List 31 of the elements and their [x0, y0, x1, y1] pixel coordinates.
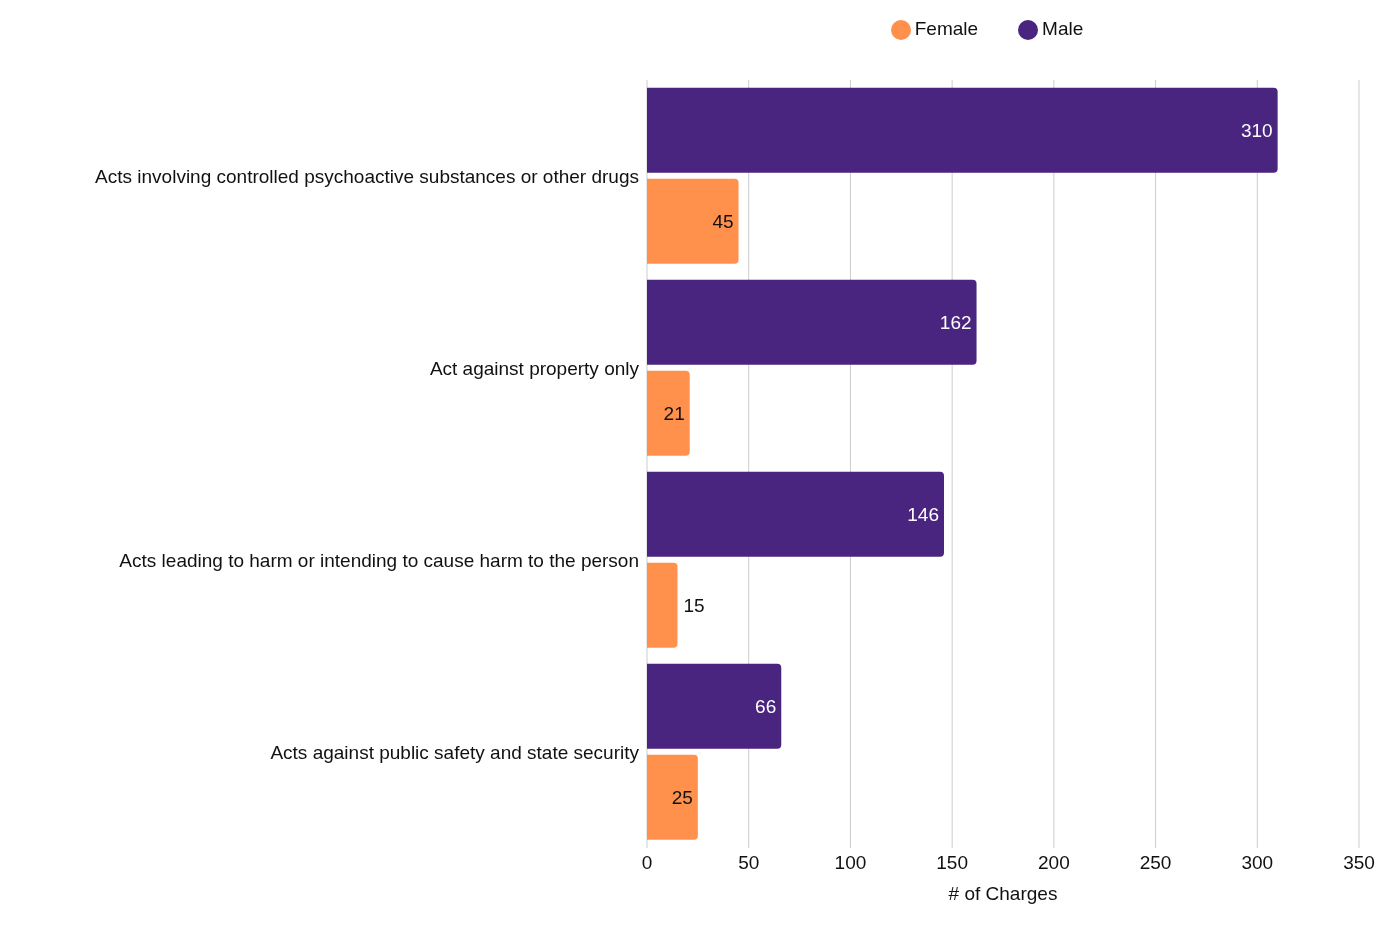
x-tick-label: 50	[738, 852, 760, 874]
x-tick-label: 350	[1343, 852, 1375, 874]
data-label: 15	[683, 594, 705, 616]
x-tick-label: 250	[1139, 852, 1172, 874]
data-label: 45	[712, 210, 734, 232]
x-tick-label: 150	[936, 852, 968, 874]
bar	[647, 87, 1278, 173]
bar	[647, 663, 782, 749]
data-label: 21	[663, 402, 685, 424]
legend-label: Female	[914, 18, 979, 39]
legend-label: Male	[1042, 18, 1084, 39]
x-tick-label: 100	[834, 852, 867, 874]
bar	[647, 370, 690, 456]
bar	[647, 754, 698, 840]
bar	[647, 471, 945, 557]
data-label: 146	[907, 503, 940, 525]
y-tick-label: Acts against public safety and state security	[270, 741, 640, 763]
x-tick-label: 300	[1241, 852, 1274, 874]
data-label: 310	[1240, 119, 1273, 141]
x-tick-label: 200	[1038, 852, 1070, 874]
data-label: 25	[671, 786, 693, 808]
y-tick-label: Act against property only	[429, 357, 640, 379]
y-tick-label: Acts leading to harm or intending to cause harm to the person	[119, 549, 639, 571]
y-tick-label: Acts involving controlled psychoactive substances or other drugs	[95, 165, 639, 187]
x-tick-label: 0	[641, 852, 653, 874]
bar	[647, 279, 977, 365]
x-axis-title: # of Charges	[948, 883, 1058, 904]
data-label: 66	[755, 695, 777, 717]
bar	[647, 178, 739, 264]
data-label: 162	[939, 311, 972, 333]
bar	[647, 562, 678, 648]
